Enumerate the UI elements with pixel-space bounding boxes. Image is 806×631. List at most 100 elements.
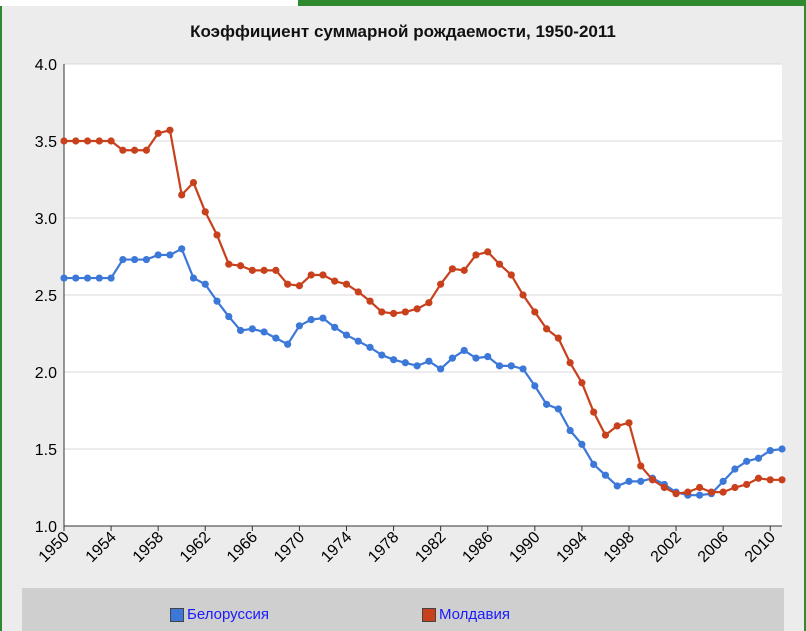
data-point-0: [472, 354, 480, 362]
data-point-1: [743, 480, 751, 489]
data-point-0: [590, 460, 598, 468]
data-point-0: [189, 274, 198, 282]
legend-swatch-belarus: [170, 607, 184, 622]
data-point-1: [366, 297, 374, 305]
data-point-1: [60, 137, 68, 145]
legend-item-moldova[interactable]: Молдавия: [422, 606, 510, 623]
data-point-0: [236, 326, 245, 335]
data-point-1: [648, 476, 657, 484]
x-tick-label: 1966: [224, 529, 261, 566]
y-tick-label: 2.0: [35, 365, 57, 382]
data-point-1: [331, 277, 339, 285]
data-point-0: [83, 274, 92, 282]
data-point-0: [625, 477, 633, 485]
x-tick-label: 1974: [318, 529, 355, 566]
data-point-0: [566, 426, 574, 435]
x-tick-label: 1998: [601, 529, 638, 566]
data-point-0: [401, 359, 409, 367]
data-point-1: [425, 299, 433, 307]
x-tick-label: 1990: [506, 529, 543, 566]
data-point-1: [719, 488, 727, 496]
legend-item-belarus[interactable]: Белоруссия: [170, 606, 269, 623]
data-point-0: [519, 365, 527, 373]
data-point-0: [248, 325, 256, 333]
data-point-1: [566, 359, 574, 367]
data-point-1: [342, 280, 351, 288]
data-point-1: [696, 483, 704, 492]
data-point-0: [107, 274, 115, 282]
data-point-0: [284, 340, 292, 348]
data-point-1: [660, 483, 668, 492]
data-point-1: [201, 208, 209, 216]
x-tick-label: 1986: [459, 529, 496, 566]
data-point-1: [107, 137, 115, 145]
chart-title: Коэффициент суммарной рождаемости, 1950-…: [190, 22, 616, 41]
data-point-1: [260, 266, 268, 274]
data-point-1: [472, 251, 480, 259]
data-point-0: [60, 274, 68, 282]
data-point-0: [578, 440, 586, 448]
data-point-1: [284, 280, 292, 288]
data-point-1: [684, 488, 692, 496]
data-point-1: [542, 325, 551, 333]
x-tick-label: 1958: [130, 529, 167, 566]
data-point-1: [601, 431, 610, 439]
data-point-0: [448, 354, 457, 362]
data-point-0: [719, 477, 727, 485]
legend: Белоруссия Молдавия: [22, 588, 784, 631]
data-point-0: [131, 255, 139, 264]
data-point-1: [766, 476, 774, 484]
data-point-0: [272, 334, 280, 342]
data-point-0: [754, 454, 763, 462]
data-point-1: [495, 260, 504, 268]
data-point-0: [178, 245, 186, 253]
data-point-0: [613, 482, 621, 490]
data-point-0: [354, 337, 362, 345]
data-point-0: [554, 405, 562, 413]
data-point-0: [601, 471, 610, 479]
data-point-1: [319, 271, 327, 279]
data-point-1: [590, 408, 598, 416]
data-point-1: [213, 231, 221, 239]
data-point-0: [766, 446, 774, 455]
data-point-0: [95, 274, 103, 282]
data-point-1: [401, 308, 409, 316]
data-point-1: [731, 483, 739, 492]
data-point-0: [201, 280, 209, 288]
data-point-1: [625, 419, 633, 427]
data-point-0: [119, 255, 127, 264]
y-tick-label: 1.0: [35, 519, 57, 536]
top-accent-gap: [0, 0, 298, 6]
data-point-0: [696, 491, 704, 499]
data-point-0: [731, 465, 739, 473]
data-point-0: [154, 251, 162, 259]
data-point-1: [554, 334, 562, 342]
y-tick-label: 2.5: [35, 288, 57, 305]
data-point-1: [378, 308, 386, 316]
data-point-0: [331, 323, 339, 331]
data-point-0: [342, 331, 351, 339]
data-point-0: [378, 351, 386, 359]
data-point-0: [484, 353, 492, 361]
data-point-0: [637, 477, 645, 485]
data-point-1: [389, 309, 398, 318]
data-point-1: [507, 271, 515, 279]
x-tick-label: 1962: [177, 529, 214, 566]
data-point-1: [236, 262, 245, 270]
data-point-0: [72, 274, 80, 282]
data-point-1: [295, 282, 304, 290]
data-point-0: [166, 251, 174, 259]
data-point-1: [119, 146, 127, 154]
data-point-1: [778, 476, 786, 484]
legend-swatch-moldova: [422, 607, 436, 622]
y-tick-label: 1.5: [35, 442, 57, 459]
data-point-1: [707, 488, 715, 496]
data-point-0: [425, 357, 433, 365]
data-point-1: [578, 379, 586, 387]
data-point-1: [754, 474, 763, 482]
data-point-1: [248, 266, 256, 274]
data-point-0: [542, 400, 551, 408]
y-tick-label: 3.5: [35, 134, 57, 151]
data-point-1: [83, 137, 92, 145]
